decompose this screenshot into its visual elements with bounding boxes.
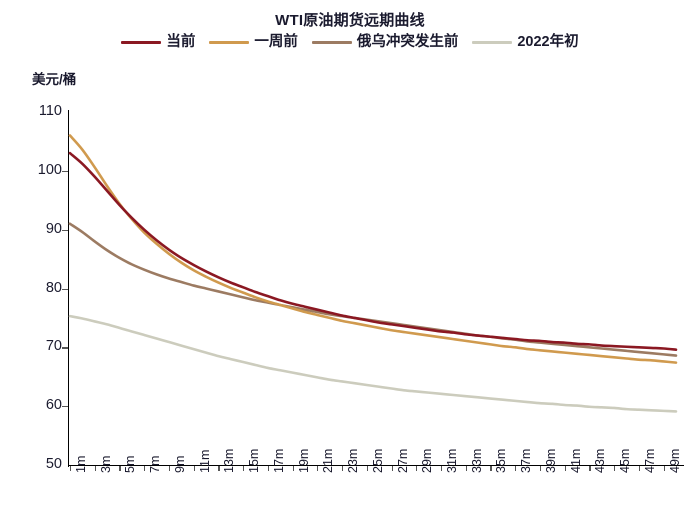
y-axis-tick-label: 90: [45, 220, 62, 237]
legend-item-label: 当前: [166, 34, 196, 50]
x-axis-tick-label: 15m: [247, 448, 262, 473]
x-axis-tick-label: 49m: [667, 448, 682, 473]
x-axis-tick-label: 39m: [543, 448, 558, 473]
chart-title: WTI原油期货远期曲线: [275, 12, 425, 29]
x-axis-tick-mark: [515, 466, 517, 471]
x-axis-tick-mark: [168, 466, 171, 471]
x-axis-tick-label: 17m: [271, 448, 286, 473]
x-axis-tick-label: 47m: [642, 448, 657, 473]
y-axis-tick-label: 80: [45, 279, 62, 296]
y-axis-line: [68, 110, 70, 467]
x-axis-tick-label: 13m: [222, 448, 237, 473]
x-axis-tick-label: 21m: [321, 448, 336, 473]
x-axis-tick-mark: [70, 466, 72, 471]
x-axis-tick-mark: [539, 466, 542, 471]
x-axis-tick-mark: [589, 466, 591, 471]
x-axis-line: [68, 465, 684, 467]
x-axis-tick-mark: [366, 466, 368, 471]
x-axis-tick-label: 1m: [74, 455, 88, 473]
y-axis-tick-mark: [62, 229, 68, 231]
legend-item-label: 俄乌冲突发生前: [356, 34, 459, 50]
x-axis-tick-label: 41m: [568, 448, 583, 473]
legend-item[interactable]: 一周前: [209, 35, 298, 50]
legend-color-swatch: [311, 40, 352, 44]
x-axis-tick-mark: [94, 466, 96, 471]
x-axis-tick-label: 25m: [370, 448, 385, 473]
legend-item[interactable]: 当前: [121, 35, 195, 50]
x-axis-tick-mark: [490, 466, 492, 471]
legend-item-label: 2022年初: [517, 34, 579, 50]
legend-item[interactable]: 俄乌冲突发生前: [311, 34, 459, 50]
plot-area: [68, 112, 682, 465]
y-axis-tick-label: 50: [45, 456, 62, 472]
x-axis-tick-label: 27m: [395, 448, 410, 473]
y-axis-tick-mark: [62, 170, 68, 173]
legend-item-label: 一周前: [254, 34, 298, 50]
x-axis-tick-label: 7m: [148, 455, 163, 473]
x-axis-tick-mark: [267, 466, 269, 471]
x-axis-tick-mark: [119, 466, 121, 471]
legend-color-swatch: [121, 40, 162, 44]
x-axis-tick-label: 43m: [593, 448, 608, 473]
x-axis-tick-mark: [144, 466, 146, 471]
y-axis-tick-mark: [62, 347, 68, 349]
x-axis-tick-mark: [218, 466, 220, 471]
x-axis-tick-mark: [638, 466, 640, 471]
legend-item[interactable]: 2022年初: [472, 34, 579, 50]
x-axis-tick-mark: [292, 466, 294, 471]
x-axis-tick-label: 37m: [519, 448, 534, 473]
series-line: [68, 314, 678, 413]
x-axis-tick-mark: [317, 466, 319, 471]
x-axis-tick-label: 9m: [172, 455, 187, 473]
y-axis-unit-label: 美元/桶: [32, 72, 77, 87]
x-axis-tick-mark: [465, 466, 467, 471]
x-axis-tick-mark: [342, 466, 344, 471]
x-axis-tick-label: 31m: [445, 448, 460, 473]
legend-color-swatch: [209, 40, 250, 44]
legend-color-swatch: [472, 40, 513, 44]
x-axis-tick-mark: [416, 466, 418, 471]
y-axis-tick-mark: [62, 406, 68, 408]
y-axis-tick-label: 60: [45, 397, 62, 414]
x-axis-tick-label: 35m: [494, 448, 509, 473]
x-axis-tick-mark: [564, 466, 566, 471]
y-axis-tick-label: 70: [45, 338, 62, 355]
x-axis-tick-mark: [391, 466, 393, 471]
series-lines-group: [68, 134, 678, 413]
x-axis-tick-label: 3m: [98, 455, 113, 473]
x-axis-tick-label: 11m: [197, 449, 212, 473]
x-axis-tick-label: 19m: [296, 448, 311, 473]
y-axis-tick-mark: [62, 288, 68, 290]
x-axis-tick-label: 33m: [469, 448, 484, 473]
y-axis-tick-label: 110: [38, 103, 62, 119]
x-axis-tick-label: 5m: [123, 455, 138, 473]
series-line: [68, 134, 678, 364]
x-axis-tick-label: 23m: [346, 448, 361, 473]
series-line: [68, 151, 678, 351]
x-axis-tick-mark: [614, 466, 616, 471]
chart-legend: 当前 一周前 俄乌冲突发生前 2022年初: [0, 35, 700, 50]
x-axis-tick-mark: [193, 466, 195, 471]
x-axis-tick-label: 29m: [420, 448, 435, 473]
y-axis-tick-label: 100: [37, 161, 62, 178]
x-axis-tick-mark: [441, 466, 443, 471]
x-axis-tick-mark: [243, 466, 245, 471]
x-axis-tick-label: 45m: [618, 448, 633, 473]
x-axis-tick-mark: [663, 466, 665, 471]
